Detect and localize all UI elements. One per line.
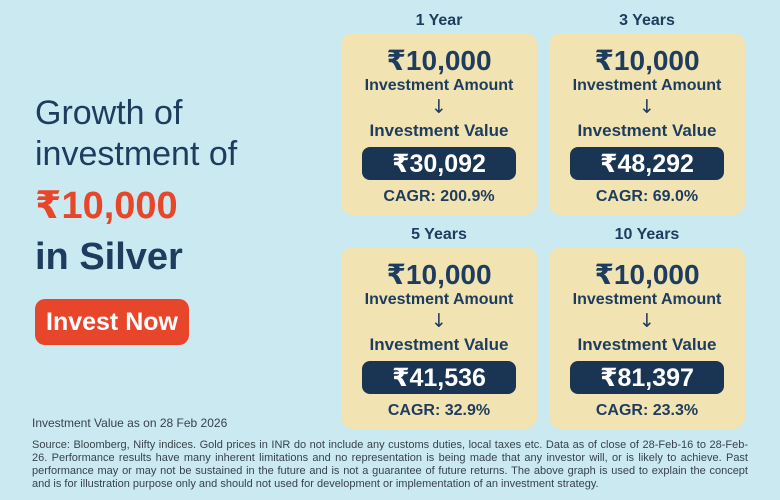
- investment-card: ₹10,000 Investment Amount ↓ Investment V…: [549, 247, 745, 429]
- investment-amount-label: Investment Amount: [572, 77, 722, 94]
- investment-value: ₹81,397: [600, 363, 694, 392]
- investment-amount-value: ₹10,000: [386, 45, 492, 76]
- cagr-text: CAGR: 32.9%: [387, 402, 491, 419]
- investment-card: ₹10,000 Investment Amount ↓ Investment V…: [341, 33, 537, 215]
- investment-value-pill: ₹81,397: [570, 361, 724, 394]
- investment-amount-label: Investment Amount: [572, 291, 722, 308]
- period-card-3-years: 3 Years ₹10,000 Investment Amount ↓ Inve…: [549, 8, 745, 215]
- cagr-text: CAGR: 200.9%: [383, 188, 495, 205]
- asset-name: in Silver: [35, 236, 183, 278]
- cagr-text: CAGR: 23.3%: [595, 402, 699, 419]
- investment-amount-value: ₹10,000: [594, 45, 700, 76]
- down-arrow-icon: ↓: [639, 310, 655, 332]
- investment-value-pill: ₹41,536: [362, 361, 516, 394]
- cagr-text: CAGR: 69.0%: [595, 188, 699, 205]
- disclaimer-text: Source: Bloomberg, Nifty indices. Gold p…: [32, 439, 748, 490]
- down-arrow-icon: ↓: [639, 96, 655, 118]
- period-card-5-years: 5 Years ₹10,000 Investment Amount ↓ Inve…: [341, 222, 537, 429]
- period-label: 3 Years: [619, 12, 675, 29]
- investment-value-pill: ₹30,092: [362, 147, 516, 180]
- hero-block: Growth of investment of ₹10,000 in Silve…: [35, 93, 237, 281]
- period-label: 5 Years: [411, 226, 467, 243]
- invest-now-button[interactable]: Invest Now: [35, 299, 189, 345]
- period-card-1-year: 1 Year ₹10,000 Investment Amount ↓ Inves…: [341, 8, 537, 215]
- investment-value-label: Investment Value: [369, 335, 509, 354]
- investment-value-label: Investment Value: [577, 121, 717, 140]
- investment-value-label: Investment Value: [369, 121, 509, 140]
- page-title-line-1: Growth of: [35, 94, 183, 132]
- investment-value-label: Investment Value: [577, 335, 717, 354]
- investment-amount-highlight: ₹10,000: [35, 185, 178, 227]
- investment-value: ₹48,292: [600, 149, 694, 178]
- period-card-10-years: 10 Years ₹10,000 Investment Amount ↓ Inv…: [549, 222, 745, 429]
- investment-card: ₹10,000 Investment Amount ↓ Investment V…: [341, 247, 537, 429]
- investment-card: ₹10,000 Investment Amount ↓ Investment V…: [549, 33, 745, 215]
- down-arrow-icon: ↓: [431, 96, 447, 118]
- page-title-line-2: investment of: [35, 135, 238, 173]
- down-arrow-icon: ↓: [431, 310, 447, 332]
- returns-grid: 1 Year ₹10,000 Investment Amount ↓ Inves…: [341, 8, 745, 429]
- period-label: 1 Year: [415, 12, 463, 29]
- as-of-date: Investment Value as on 28 Feb 2026: [32, 416, 228, 430]
- investment-value: ₹30,092: [392, 149, 486, 178]
- investment-amount-label: Investment Amount: [364, 77, 514, 94]
- investment-amount-value: ₹10,000: [594, 259, 700, 290]
- investment-value: ₹41,536: [392, 363, 486, 392]
- investment-amount-label: Investment Amount: [364, 291, 514, 308]
- investment-value-pill: ₹48,292: [570, 147, 724, 180]
- investment-amount-value: ₹10,000: [386, 259, 492, 290]
- period-label: 10 Years: [614, 226, 680, 243]
